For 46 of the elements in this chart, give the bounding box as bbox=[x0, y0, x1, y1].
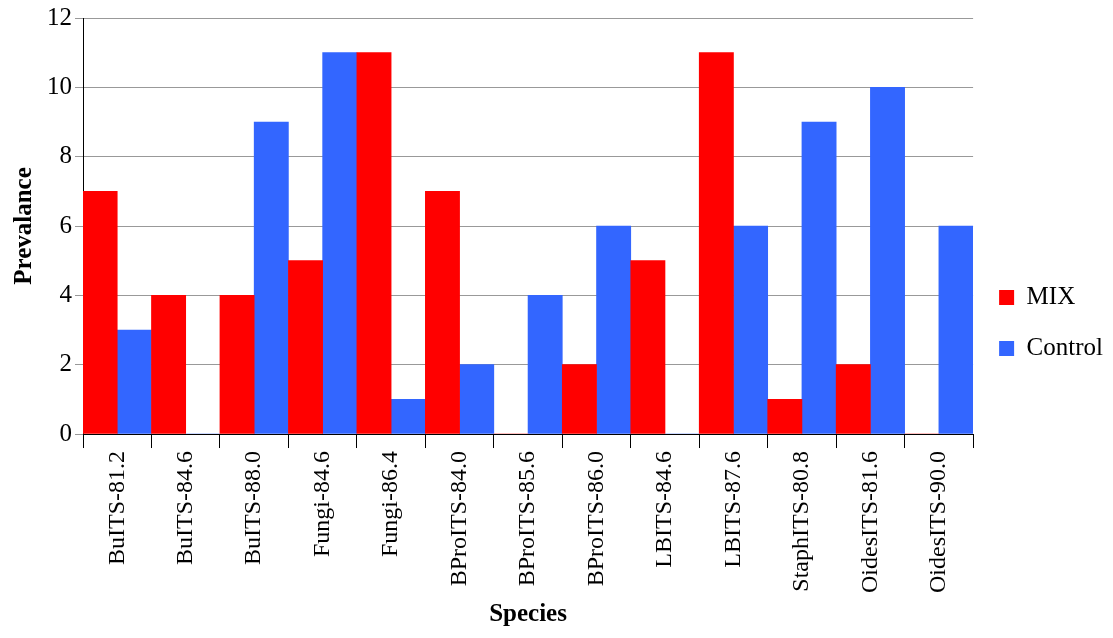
y-tick-label: 2 bbox=[59, 349, 72, 377]
x-tick-label: Fungi-84.6 bbox=[307, 451, 334, 558]
bar bbox=[116, 329, 152, 434]
x-tick-label: BuITS-81.2 bbox=[102, 451, 129, 566]
x-tick-label: LBITS-84.6 bbox=[650, 451, 677, 568]
bar bbox=[219, 295, 255, 434]
legend-label: Control bbox=[1026, 333, 1104, 361]
bar bbox=[459, 364, 495, 434]
bar bbox=[767, 399, 803, 434]
bar bbox=[596, 225, 632, 434]
bar bbox=[527, 295, 563, 434]
x-tick-label: BuITS-84.6 bbox=[171, 451, 197, 566]
x-tick-label: Fungi-86.4 bbox=[376, 451, 403, 558]
y-tick-label: 10 bbox=[47, 71, 72, 99]
bar bbox=[870, 87, 905, 434]
x-tick-label: StaphITS-80.8 bbox=[787, 451, 814, 592]
bar bbox=[733, 225, 769, 434]
legend-label: MIX bbox=[1026, 282, 1076, 310]
x-axis-title: Species bbox=[489, 599, 568, 627]
y-tick-label: 6 bbox=[59, 210, 72, 238]
x-tick-label: BProITS-85.6 bbox=[513, 451, 540, 587]
bar bbox=[288, 260, 323, 434]
bar bbox=[561, 364, 597, 434]
bar bbox=[938, 225, 974, 434]
bar bbox=[151, 295, 187, 434]
x-tick-label: OidesITS-90.0 bbox=[924, 451, 951, 593]
bar bbox=[83, 191, 118, 434]
bar bbox=[630, 260, 666, 434]
bar bbox=[322, 52, 358, 434]
bar bbox=[356, 52, 392, 434]
bar bbox=[253, 121, 289, 434]
bar bbox=[425, 191, 460, 434]
x-tick-label: BProITS-84.0 bbox=[444, 451, 471, 587]
x-tick-label: OidesITS-81.6 bbox=[855, 451, 882, 593]
y-tick-label: 4 bbox=[59, 279, 73, 307]
y-tick-label: 12 bbox=[47, 2, 72, 30]
y-axis-title: Prevalance bbox=[9, 167, 37, 285]
x-tick-label: BuITS-88.0 bbox=[239, 451, 266, 566]
bar bbox=[801, 121, 837, 434]
x-tick-label: LBITS-87.6 bbox=[718, 451, 745, 568]
bar bbox=[698, 52, 734, 434]
x-tick-label: BProITS-86.0 bbox=[581, 451, 608, 587]
bar bbox=[390, 399, 426, 434]
y-tick-label: 8 bbox=[59, 141, 72, 169]
bar bbox=[835, 364, 871, 434]
y-tick-label: 0 bbox=[59, 418, 72, 446]
